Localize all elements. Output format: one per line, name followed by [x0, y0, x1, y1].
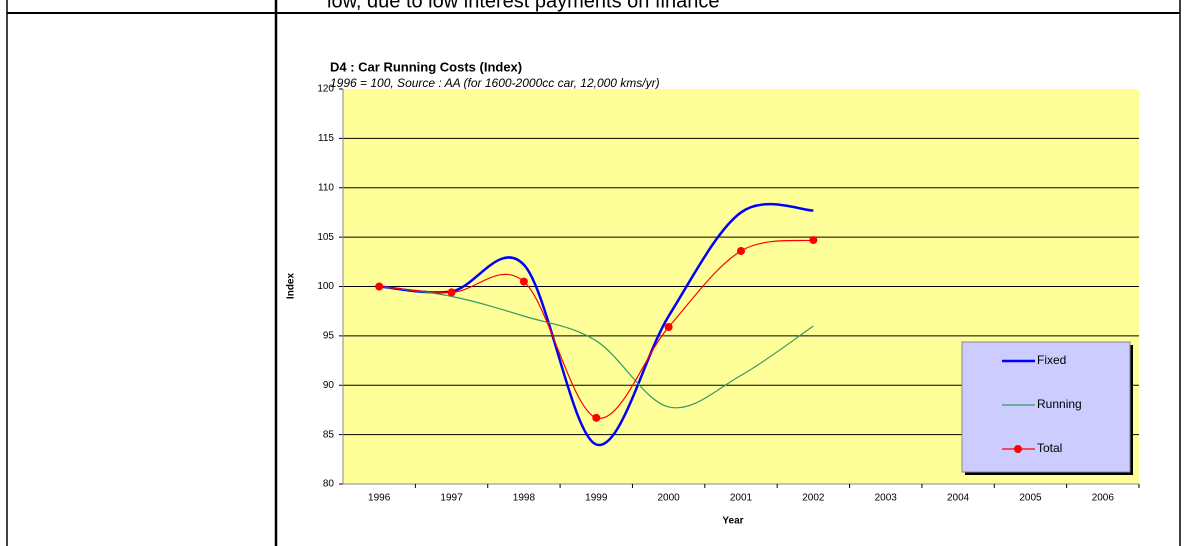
x-tick-label: 2005: [1019, 493, 1042, 504]
y-tick-label: 80: [323, 479, 335, 490]
x-tick-label: 2001: [730, 493, 753, 504]
x-axis-label: Year: [722, 516, 743, 527]
y-tick-label: 120: [317, 84, 334, 95]
y-axis-label: Index: [286, 273, 297, 300]
data-point: [664, 322, 673, 331]
y-tick-label: 90: [323, 380, 335, 391]
x-tick-label: 2003: [875, 493, 898, 504]
legend-marker: [1014, 445, 1022, 453]
header-text: low, due to low interest payments on fin…: [327, 0, 719, 12]
x-tick-label: 1998: [513, 493, 536, 504]
legend-label: Total: [1037, 441, 1062, 455]
x-tick-label: 2004: [947, 493, 970, 504]
x-tick-label: 2000: [658, 493, 681, 504]
y-tick-label: 85: [323, 429, 335, 440]
y-tick-label: 115: [318, 133, 334, 144]
data-point: [375, 282, 384, 291]
x-tick-label: 1996: [368, 493, 391, 504]
data-point: [809, 236, 818, 245]
y-tick-label: 95: [323, 331, 335, 342]
legend-label: Running: [1037, 397, 1082, 411]
y-tick-label: 110: [318, 182, 334, 193]
data-point: [519, 277, 528, 286]
chart-subtitle: 1996 = 100, Source : AA (for 1600-2000cc…: [330, 76, 660, 90]
x-tick-label: 2002: [802, 493, 825, 504]
data-point: [447, 288, 456, 297]
y-tick-label: 100: [317, 281, 334, 292]
x-tick-label: 1999: [585, 493, 608, 504]
y-tick-label: 105: [317, 232, 334, 243]
x-tick-label: 2006: [1092, 493, 1115, 504]
data-point: [737, 246, 745, 255]
data-point: [592, 413, 601, 422]
legend-label: Fixed: [1037, 353, 1066, 367]
legend: [961, 341, 1131, 473]
x-tick-label: 1997: [440, 493, 463, 504]
chart-title: D4 : Car Running Costs (Index): [330, 59, 522, 74]
series-line: [379, 202, 814, 447]
